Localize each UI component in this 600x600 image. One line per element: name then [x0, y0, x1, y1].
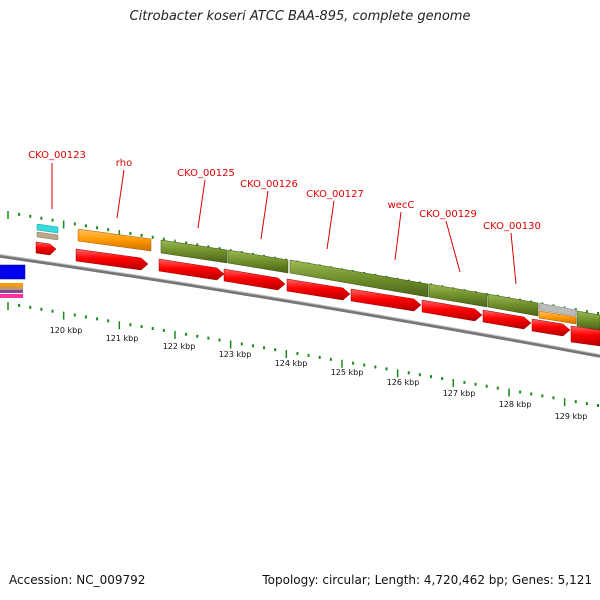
feature-purple-left[interactable]	[0, 290, 23, 293]
inner-tick-marks	[7, 302, 599, 407]
feature-tan[interactable]	[36, 231, 59, 241]
feature-green-2[interactable]	[227, 249, 289, 274]
feature-green-5[interactable]	[487, 293, 539, 317]
gene-label-cko-00125[interactable]: CKO_00125	[177, 168, 235, 179]
gene-labels: CKO_00123 rho CKO_00125 CKO_00126 CKO_00…	[28, 150, 541, 285]
scale-labels: 120 kbp 121 kbp 122 kbp 123 kbp 124 kbp …	[50, 326, 588, 421]
topology-text: Topology: circular; Length: 4,720,462 bp…	[262, 573, 592, 587]
left-edge-features	[0, 264, 26, 298]
feature-orange-rho[interactable]	[77, 228, 152, 252]
cds-arrow-4[interactable]	[223, 268, 286, 291]
feature-track-upper	[36, 223, 600, 331]
accession-text: Accession: NC_009792	[9, 573, 146, 587]
cds-arrow-9[interactable]	[531, 318, 571, 337]
scale-label: 120 kbp	[50, 326, 83, 335]
feature-green-4[interactable]	[428, 283, 488, 308]
scale-label: 128 kbp	[499, 400, 532, 409]
cds-arrow-2[interactable]	[75, 248, 149, 271]
cds-arrows	[35, 241, 600, 347]
cds-arrow-6[interactable]	[350, 288, 422, 312]
gene-label-wecc[interactable]: wecC	[388, 200, 415, 211]
genome-backbone-highlight	[0, 254, 600, 355]
scale-label: 123 kbp	[219, 350, 252, 359]
gene-label-cko-00127[interactable]: CKO_00127	[306, 189, 364, 200]
gene-leader-cko-00130	[510, 232, 517, 285]
scale-label: 129 kbp	[555, 412, 588, 421]
scale-label: 122 kbp	[163, 342, 196, 351]
gene-leader-cko-00127	[326, 200, 335, 250]
scale-label: 124 kbp	[275, 359, 308, 368]
gene-leader-cko-00125	[197, 179, 206, 229]
feature-blue[interactable]	[0, 264, 26, 280]
feature-green-6[interactable]	[576, 310, 600, 331]
cds-arrow-10[interactable]	[570, 325, 600, 347]
genome-backbone	[0, 254, 600, 358]
feature-green-1[interactable]	[160, 239, 228, 264]
feature-orange-left[interactable]	[0, 283, 23, 287]
cds-arrow-1[interactable]	[35, 241, 57, 256]
feature-gray[interactable]	[538, 302, 577, 317]
gene-label-cko-00123[interactable]: CKO_00123	[28, 150, 86, 161]
map-title: Citrobacter koseri ATCC BAA-895, complet…	[129, 9, 471, 24]
gene-label-cko-00129[interactable]: CKO_00129	[419, 209, 477, 220]
gene-leader-cko-00129	[445, 220, 461, 273]
cds-arrow-3[interactable]	[158, 258, 225, 281]
scale-label: 127 kbp	[443, 389, 476, 398]
scale-label: 125 kbp	[331, 368, 364, 377]
gene-leader-wecc	[394, 211, 402, 261]
gene-label-rho[interactable]: rho	[116, 158, 132, 169]
cds-arrow-7[interactable]	[421, 299, 483, 322]
cds-arrow-5[interactable]	[286, 278, 351, 301]
gene-leader-cko-00126	[260, 190, 269, 240]
scale-label: 126 kbp	[387, 378, 420, 387]
feature-pink-left[interactable]	[0, 294, 23, 298]
gene-label-cko-00130[interactable]: CKO_00130	[483, 221, 541, 232]
cds-arrow-8[interactable]	[482, 309, 532, 330]
feature-orange-small[interactable]	[538, 310, 577, 325]
gene-label-cko-00126[interactable]: CKO_00126	[240, 179, 298, 190]
feature-green-3[interactable]	[289, 259, 429, 298]
feature-tan-left[interactable]	[0, 287, 23, 290]
scale-label: 121 kbp	[106, 334, 139, 343]
gene-leader-rho	[116, 169, 125, 219]
feature-cyan[interactable]	[36, 223, 59, 234]
